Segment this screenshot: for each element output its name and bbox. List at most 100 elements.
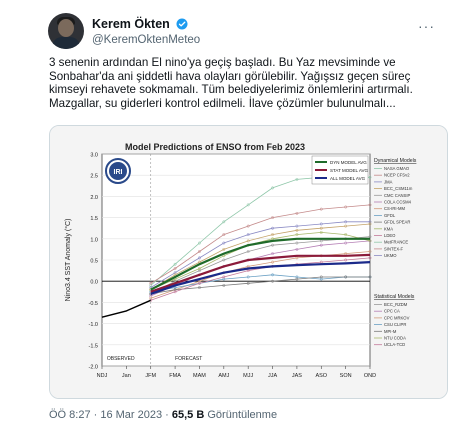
legend-label: ALL MODEL AVG bbox=[330, 176, 366, 181]
statistical-model-label: CSU CLIPR bbox=[384, 322, 406, 327]
dynamical-model-label: KMA bbox=[384, 226, 393, 231]
legend-label: STAT MODEL AVG bbox=[330, 168, 369, 173]
model-point bbox=[319, 222, 323, 226]
statistical-model-label: CPC MRKOV bbox=[384, 315, 410, 320]
model-point bbox=[173, 290, 177, 294]
y-tick-label: -0.5 bbox=[89, 301, 98, 307]
dynamical-model-label: GFDL SPEAR bbox=[384, 220, 410, 225]
author-name[interactable]: Kerem Ökten bbox=[92, 17, 188, 31]
statistical-model-label: MPI-M bbox=[384, 329, 397, 334]
model-point bbox=[222, 258, 226, 262]
statistical-model-label: NTU CODA bbox=[384, 336, 406, 341]
model-point bbox=[222, 283, 226, 287]
model-point bbox=[295, 247, 299, 251]
y-tick-label: 0.5 bbox=[90, 259, 98, 265]
model-point bbox=[198, 256, 201, 260]
y-tick-label: 0.0 bbox=[90, 280, 98, 286]
x-tick-label: JJA bbox=[268, 373, 278, 379]
model-point bbox=[222, 275, 226, 279]
x-tick-label: AMJ bbox=[218, 373, 229, 379]
model-point bbox=[271, 279, 274, 283]
model-point bbox=[271, 216, 274, 220]
dynamical-model-label: SINTEX-F bbox=[384, 246, 404, 251]
model-point bbox=[271, 273, 274, 277]
dynamical-model-label: CMC CANSIP bbox=[384, 193, 410, 198]
model-point bbox=[173, 271, 177, 275]
avatar[interactable] bbox=[48, 13, 84, 49]
dynamical-model-label: UKMO bbox=[384, 253, 397, 258]
legend: DYN MODEL AVG STAT MODEL AVG ALL MODEL AVG… bbox=[311, 155, 417, 347]
model-point bbox=[149, 283, 153, 287]
dynamical-model-label: BCC_CSM11m bbox=[384, 186, 413, 191]
model-point bbox=[295, 277, 299, 281]
model-point bbox=[295, 233, 299, 237]
model-point bbox=[222, 233, 226, 237]
tweet-meta: ÖÖ 8:27 · 16 Mar 2023 · 65,5 B Görüntüle… bbox=[49, 409, 277, 421]
model-point bbox=[198, 286, 201, 290]
observed-label: OBSERVED bbox=[107, 356, 135, 362]
chart-title: Model Predictions of ENSO from Feb 2023 bbox=[125, 142, 305, 152]
series-line bbox=[150, 253, 371, 293]
legend-label: DYN MODEL AVG bbox=[330, 160, 367, 165]
model-point bbox=[173, 262, 177, 266]
view-count: 65,5 B bbox=[171, 409, 205, 421]
model-point bbox=[368, 222, 372, 226]
model-point bbox=[173, 288, 177, 292]
statistical-model-label: BCC_RZDM bbox=[384, 302, 408, 307]
model-point bbox=[368, 275, 372, 279]
model-point bbox=[222, 220, 226, 224]
x-tick-label: Jan bbox=[122, 373, 131, 379]
author-handle[interactable]: @KeremOktenMeteo bbox=[92, 34, 201, 46]
model-line bbox=[150, 276, 370, 295]
enso-chart: Model Predictions of ENSO from Feb 2023 … bbox=[50, 126, 447, 398]
x-tick-label: MAM bbox=[193, 373, 206, 379]
model-point bbox=[222, 277, 226, 281]
model-point bbox=[344, 275, 348, 279]
model-point bbox=[368, 175, 372, 179]
observed-line bbox=[101, 299, 151, 318]
tweet-media-image[interactable]: Model Predictions of ENSO from Feb 2023 … bbox=[49, 125, 448, 399]
model-point bbox=[344, 205, 348, 209]
author-name-text[interactable]: Kerem Ökten bbox=[92, 17, 170, 31]
model-point bbox=[149, 296, 153, 300]
model-point bbox=[319, 243, 323, 247]
model-point bbox=[246, 233, 250, 237]
statistical-model-label: CPC CA bbox=[384, 309, 400, 314]
more-options-icon[interactable]: ··· bbox=[418, 18, 435, 34]
model-point bbox=[295, 275, 299, 279]
model-point bbox=[368, 220, 372, 224]
model-point bbox=[271, 233, 274, 237]
model-point bbox=[198, 241, 201, 245]
model-point bbox=[319, 277, 323, 281]
dynamical-model-label: CS-IRI-MM bbox=[384, 206, 405, 211]
model-point bbox=[271, 260, 274, 264]
model-point bbox=[246, 203, 250, 207]
x-tick-label: OND bbox=[364, 373, 376, 379]
model-point bbox=[295, 241, 299, 245]
model-point bbox=[198, 281, 201, 285]
series-line bbox=[150, 237, 370, 291]
dynamical-model-label: JMA bbox=[384, 179, 393, 184]
model-point bbox=[271, 243, 274, 247]
model-point bbox=[295, 211, 299, 215]
model-point bbox=[246, 281, 250, 285]
model-point bbox=[344, 220, 348, 224]
model-point bbox=[149, 294, 153, 298]
x-tick-label: ASO bbox=[315, 373, 327, 379]
tweet-text: 3 senenin ardından El nino'ya geçiş başl… bbox=[49, 56, 413, 110]
y-axis-label: Nino3.4 SST Anomaly (°C) bbox=[64, 219, 72, 302]
tweet-timestamp[interactable]: ÖÖ 8:27 · 16 Mar 2023 · bbox=[49, 409, 172, 421]
y-tick-label: 1.5 bbox=[90, 216, 98, 222]
model-point bbox=[271, 186, 274, 190]
statistical-model-label: UCLA-TCD bbox=[384, 342, 405, 347]
model-point bbox=[198, 267, 201, 270]
model-point bbox=[149, 281, 153, 285]
x-tick-label: JFM bbox=[145, 373, 156, 379]
model-line bbox=[150, 274, 370, 293]
model-point bbox=[173, 267, 177, 270]
model-point bbox=[319, 226, 323, 230]
forecast-label: FORECAST bbox=[175, 356, 202, 362]
model-point bbox=[295, 177, 299, 181]
x-tick-label: SON bbox=[340, 373, 352, 379]
